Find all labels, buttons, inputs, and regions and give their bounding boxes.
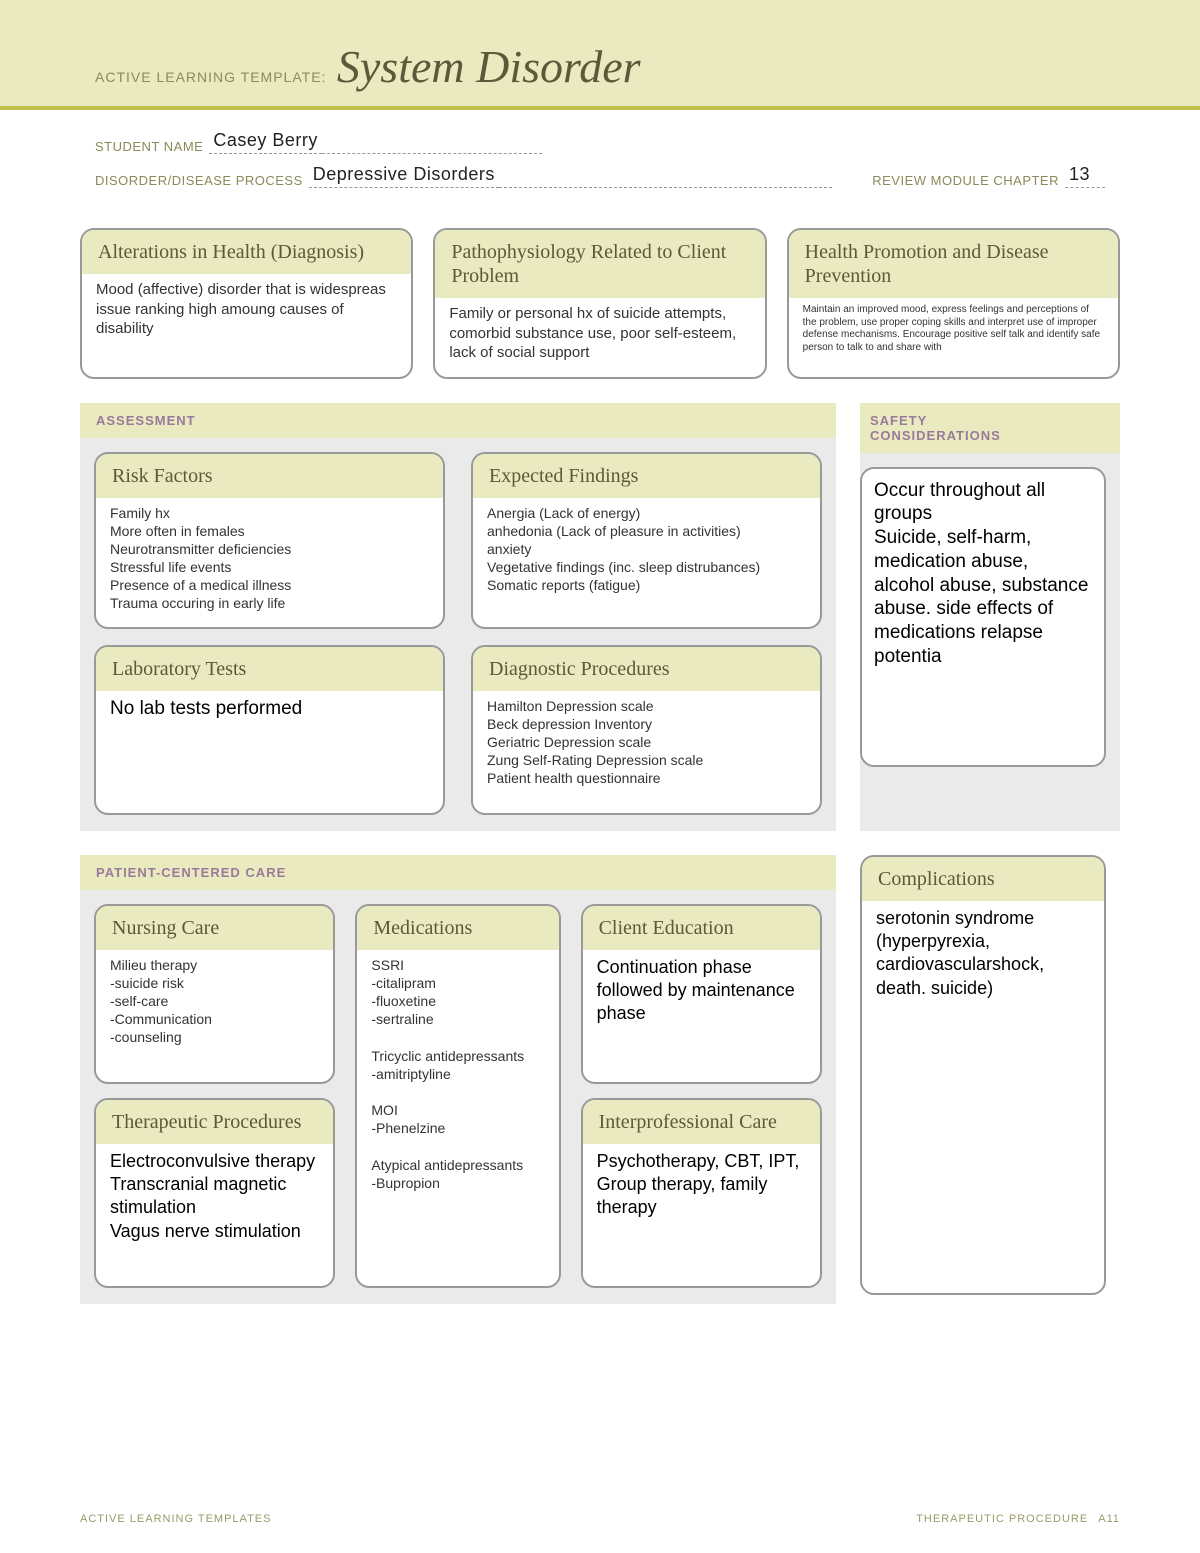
client-education-title: Client Education bbox=[583, 906, 820, 950]
footer-right-text: THERAPEUTIC PROCEDURE bbox=[916, 1513, 1088, 1525]
top-row: Alterations in Health (Diagnosis) Mood (… bbox=[80, 228, 1120, 379]
safety-body: Occur throughout all groups Suicide, sel… bbox=[860, 467, 1106, 767]
template-prefix: ACTIVE LEARNING TEMPLATE: bbox=[95, 69, 326, 85]
chapter-label: REVIEW MODULE CHAPTER bbox=[872, 173, 1059, 188]
risk-factors-box: Risk Factors Family hx More often in fem… bbox=[94, 452, 445, 629]
template-title: System Disorder bbox=[337, 41, 641, 92]
interprofessional-body: Psychotherapy, CBT, IPT, Group therapy, … bbox=[583, 1144, 820, 1234]
client-education-body: Continuation phase followed by maintenan… bbox=[583, 950, 820, 1040]
client-education-box: Client Education Continuation phase foll… bbox=[581, 904, 822, 1084]
diagnostic-box: Diagnostic Procedures Hamilton Depressio… bbox=[471, 645, 822, 815]
lab-tests-box: Laboratory Tests No lab tests performed bbox=[94, 645, 445, 815]
alterations-title: Alterations in Health (Diagnosis) bbox=[82, 230, 411, 274]
pcc-col-left: Nursing Care Milieu therapy -suicide ris… bbox=[94, 904, 335, 1288]
therapeutic-box: Therapeutic Procedures Electroconvulsive… bbox=[94, 1098, 335, 1288]
pcc-grid: Nursing Care Milieu therapy -suicide ris… bbox=[80, 890, 836, 1288]
underline-fill bbox=[499, 187, 832, 188]
assessment-panel: ASSESSMENT Risk Factors Family hx More o… bbox=[80, 403, 836, 831]
disorder-label: DISORDER/DISEASE PROCESS bbox=[95, 173, 303, 188]
therapeutic-body: Electroconvulsive therapy Transcranial m… bbox=[96, 1144, 333, 1258]
medications-body: SSRI -citalipram -fluoxetine -sertraline… bbox=[357, 950, 558, 1206]
lab-tests-title: Laboratory Tests bbox=[96, 647, 443, 691]
assessment-section-title: ASSESSMENT bbox=[80, 403, 836, 438]
student-row: STUDENT NAME Casey Berry bbox=[95, 130, 1105, 154]
disorder-value: Depressive Disorders bbox=[309, 164, 499, 188]
promotion-title: Health Promotion and Disease Prevention bbox=[789, 230, 1118, 298]
complications-title: Complications bbox=[862, 857, 1104, 901]
underline-fill bbox=[322, 153, 542, 154]
expected-findings-title: Expected Findings bbox=[473, 454, 820, 498]
footer-right: THERAPEUTIC PROCEDURE A11 bbox=[916, 1513, 1120, 1525]
pcc-complications-wrap: PATIENT-CENTERED CARE Nursing Care Milie… bbox=[80, 855, 1120, 1328]
lab-tests-body: No lab tests performed bbox=[96, 691, 443, 736]
assessment-safety-wrap: ASSESSMENT Risk Factors Family hx More o… bbox=[80, 403, 1120, 855]
footer: ACTIVE LEARNING TEMPLATES THERAPEUTIC PR… bbox=[80, 1513, 1120, 1525]
therapeutic-title: Therapeutic Procedures bbox=[96, 1100, 333, 1144]
complications-box: Complications serotonin syndrome (hyperp… bbox=[860, 855, 1106, 1295]
pcc-section-title: PATIENT-CENTERED CARE bbox=[80, 855, 836, 890]
diagnostic-title: Diagnostic Procedures bbox=[473, 647, 820, 691]
medications-box: Medications SSRI -citalipram -fluoxetine… bbox=[355, 904, 560, 1288]
content: Alterations in Health (Diagnosis) Mood (… bbox=[0, 208, 1200, 1328]
patho-box: Pathophysiology Related to Client Proble… bbox=[433, 228, 766, 379]
student-label: STUDENT NAME bbox=[95, 139, 203, 154]
header-band: ACTIVE LEARNING TEMPLATE: System Disorde… bbox=[0, 0, 1200, 110]
risk-factors-title: Risk Factors bbox=[96, 454, 443, 498]
complications-body: serotonin syndrome (hyperpyrexia, cardio… bbox=[862, 901, 1104, 1015]
complications-col: Complications serotonin syndrome (hyperp… bbox=[860, 855, 1120, 1328]
pcc-col-right: Client Education Continuation phase foll… bbox=[581, 904, 822, 1288]
patho-body: Family or personal hx of suicide attempt… bbox=[435, 298, 764, 377]
nursing-care-title: Nursing Care bbox=[96, 906, 333, 950]
footer-left: ACTIVE LEARNING TEMPLATES bbox=[80, 1513, 271, 1525]
chapter-value: 13 bbox=[1065, 164, 1105, 188]
medications-title: Medications bbox=[357, 906, 558, 950]
nursing-care-body: Milieu therapy -suicide risk -self-care … bbox=[96, 950, 333, 1061]
safety-section-title: SAFETY CONSIDERATIONS bbox=[860, 403, 1120, 453]
footer-page: A11 bbox=[1098, 1513, 1120, 1525]
assessment-grid: Risk Factors Family hx More often in fem… bbox=[80, 438, 836, 815]
meta-block: STUDENT NAME Casey Berry DISORDER/DISEAS… bbox=[0, 110, 1200, 208]
risk-factors-body: Family hx More often in females Neurotra… bbox=[96, 498, 443, 627]
safety-panel: SAFETY CONSIDERATIONS Occur throughout a… bbox=[860, 403, 1120, 831]
nursing-care-box: Nursing Care Milieu therapy -suicide ris… bbox=[94, 904, 335, 1084]
diagnostic-body: Hamilton Depression scale Beck depressio… bbox=[473, 691, 820, 802]
promotion-body: Maintain an improved mood, express feeli… bbox=[789, 298, 1118, 368]
expected-findings-box: Expected Findings Anergia (Lack of energ… bbox=[471, 452, 822, 629]
interprofessional-box: Interprofessional Care Psychotherapy, CB… bbox=[581, 1098, 822, 1288]
page: ACTIVE LEARNING TEMPLATE: System Disorde… bbox=[0, 0, 1200, 1553]
student-value: Casey Berry bbox=[209, 130, 322, 154]
alterations-body: Mood (affective) disorder that is widesp… bbox=[82, 274, 411, 353]
interprofessional-title: Interprofessional Care bbox=[583, 1100, 820, 1144]
pcc-panel: PATIENT-CENTERED CARE Nursing Care Milie… bbox=[80, 855, 836, 1304]
disorder-row: DISORDER/DISEASE PROCESS Depressive Diso… bbox=[95, 164, 1105, 188]
alterations-box: Alterations in Health (Diagnosis) Mood (… bbox=[80, 228, 413, 379]
expected-findings-body: Anergia (Lack of energy) anhedonia (Lack… bbox=[473, 498, 820, 609]
promotion-box: Health Promotion and Disease Prevention … bbox=[787, 228, 1120, 379]
patho-title: Pathophysiology Related to Client Proble… bbox=[435, 230, 764, 298]
